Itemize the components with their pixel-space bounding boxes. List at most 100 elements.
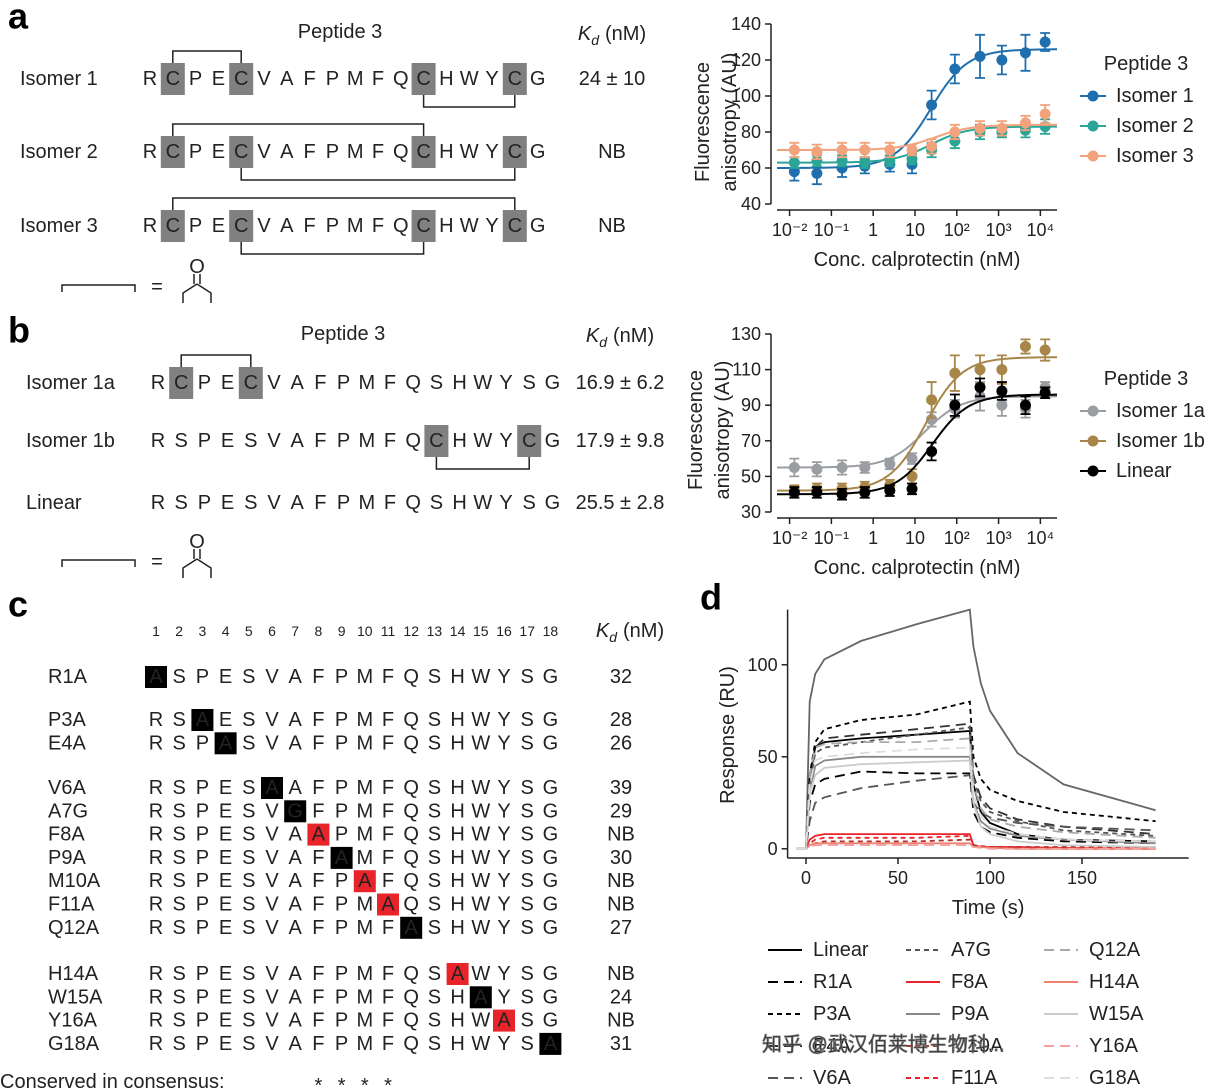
- watermark: 知乎 @武汉佰莱博生物科...: [762, 1033, 1005, 1056]
- residue: S: [244, 430, 257, 452]
- residue: G: [543, 732, 559, 754]
- data-point: [974, 50, 986, 62]
- residue: H: [450, 986, 464, 1008]
- residue: R: [149, 986, 163, 1008]
- residue: S: [242, 986, 255, 1008]
- x-tick-label: 10⁻¹: [814, 220, 850, 240]
- residue: F: [382, 709, 394, 731]
- residue: E: [221, 492, 234, 514]
- residue: C: [174, 372, 188, 394]
- residue: C: [416, 141, 430, 163]
- peptide-title: Peptide 3: [301, 323, 386, 345]
- residue: S: [173, 732, 186, 754]
- legend-marker: [1087, 435, 1099, 447]
- cys-box: [424, 425, 449, 457]
- residue: Y: [497, 917, 510, 939]
- atom: O: [189, 531, 205, 553]
- residue: F: [312, 666, 324, 688]
- legend-label: P9A: [951, 1003, 989, 1025]
- residue: F: [312, 732, 324, 754]
- residue: W: [471, 732, 490, 754]
- residue: G: [543, 709, 559, 731]
- residue: R: [149, 800, 163, 822]
- kd-value: 24: [610, 986, 632, 1008]
- residue: G: [543, 847, 559, 869]
- residue: S: [521, 1010, 534, 1032]
- conserved-mark: *: [384, 1075, 392, 1091]
- residue: F: [382, 666, 394, 688]
- ketone: [182, 274, 212, 303]
- residue: F: [372, 215, 384, 237]
- residue: Q: [403, 1010, 419, 1032]
- cys-box: [411, 136, 436, 168]
- residue: F: [312, 777, 324, 799]
- residue: Y: [497, 894, 510, 916]
- data-point: [788, 144, 800, 156]
- residue: E: [221, 372, 234, 394]
- residue: P: [189, 68, 202, 90]
- kd-value: NB: [598, 215, 626, 237]
- residue: F: [312, 800, 324, 822]
- row-name: Isomer 1a: [26, 372, 116, 394]
- residue: C: [234, 141, 248, 163]
- legend-label: F11A: [951, 1067, 998, 1089]
- residue: S: [428, 1033, 441, 1055]
- mutation-box: [353, 870, 376, 893]
- residue: H: [450, 666, 464, 688]
- residue: S: [242, 1033, 255, 1055]
- kd-value: 27: [610, 917, 632, 939]
- residue: P: [196, 870, 209, 892]
- residue: P: [335, 986, 348, 1008]
- x-tick-label: 10⁻²: [772, 220, 808, 240]
- residue: S: [428, 963, 441, 985]
- kd-symbol: K: [596, 620, 611, 642]
- panel-letter: d: [700, 577, 722, 618]
- residue: Q: [403, 732, 419, 754]
- residue: F: [384, 372, 396, 394]
- residue: H: [450, 732, 464, 754]
- residue: R: [149, 732, 163, 754]
- residue: G: [543, 824, 559, 846]
- residue: E: [219, 963, 232, 985]
- residue: P: [196, 894, 209, 916]
- residue: A: [544, 1033, 558, 1055]
- residue: S: [521, 824, 534, 846]
- row-name: G18A: [48, 1033, 100, 1055]
- y-axis-label: Response (RU): [717, 666, 739, 804]
- bridge: [435, 457, 530, 470]
- residue: P: [335, 963, 348, 985]
- residue: M: [356, 732, 373, 754]
- data-point: [788, 462, 800, 473]
- kd-value: 31: [610, 1033, 632, 1055]
- bridge: [422, 95, 516, 108]
- residue: A: [289, 847, 303, 869]
- mutation-box: [377, 893, 399, 916]
- cys-box: [411, 210, 436, 242]
- residue: P: [335, 777, 348, 799]
- residue: F: [382, 870, 394, 892]
- cys-box: [229, 136, 254, 168]
- residue: H: [450, 1033, 464, 1055]
- residue: W: [460, 215, 479, 237]
- residue: M: [356, 917, 373, 939]
- x-tick-label: 10²: [944, 528, 970, 548]
- residue: P: [189, 141, 202, 163]
- data-point: [906, 483, 918, 495]
- residue: R: [149, 963, 163, 985]
- residue: S: [242, 894, 255, 916]
- response-curve: [796, 608, 1156, 850]
- residue: R: [149, 1010, 163, 1032]
- row-name: Isomer 2: [20, 141, 98, 163]
- residue: S: [173, 963, 186, 985]
- y-tick-label: 130: [731, 324, 761, 344]
- residue: S: [173, 870, 186, 892]
- residue: S: [521, 894, 534, 916]
- residue: P: [326, 68, 339, 90]
- residue: W: [471, 800, 490, 822]
- residue: S: [244, 492, 257, 514]
- residue: P: [196, 666, 209, 688]
- data-point: [836, 488, 848, 500]
- residue: S: [521, 963, 534, 985]
- cys-box: [229, 63, 254, 95]
- residue: G: [543, 986, 559, 1008]
